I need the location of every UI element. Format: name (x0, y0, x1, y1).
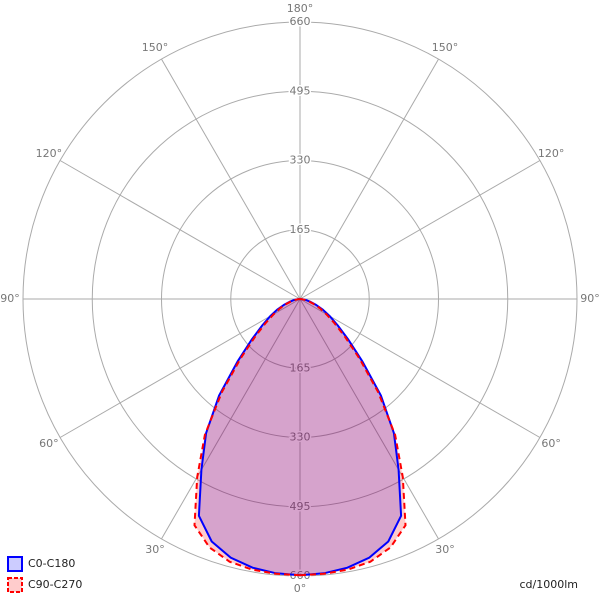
intensity-fill (198, 299, 300, 576)
unit-label: cd/1000lm (519, 578, 578, 591)
curves (193, 298, 407, 577)
angle-label: 90° (580, 292, 600, 305)
angle-label: 180° (287, 2, 314, 15)
legend-swatch (7, 556, 23, 572)
intensity-curve (299, 298, 407, 577)
legend-swatch (7, 577, 23, 593)
ring-label: 330 (290, 154, 311, 167)
angle-label: 120° (36, 147, 63, 160)
ring-label: 660 (290, 15, 311, 28)
ring-label: 165 (290, 361, 311, 374)
ring-label: 660 (290, 569, 311, 582)
angle-label: 150° (142, 41, 169, 54)
intensity-fill (300, 299, 406, 576)
ring-label: 495 (290, 500, 311, 513)
legend-label: C0-C180 (28, 557, 75, 570)
intensity-curve (193, 298, 301, 577)
angle-label: 30° (435, 543, 455, 556)
intensity-fill (194, 299, 300, 576)
angle-label: 150° (432, 41, 459, 54)
ring (161, 160, 439, 438)
ring (91, 90, 509, 508)
angle-label: 30° (145, 543, 165, 556)
ring (22, 21, 578, 577)
legend-label: C90-C270 (28, 578, 82, 591)
ring-label: 330 (290, 431, 311, 444)
ring (230, 229, 370, 369)
angle-label: 0° (294, 582, 307, 595)
angle-label: 60° (541, 437, 561, 450)
angle-label: 120° (538, 147, 565, 160)
legend: C0-C180 C90-C270 (7, 556, 82, 593)
intensity-fill (300, 299, 402, 576)
ring-label: 495 (290, 84, 311, 97)
ring-label: 165 (290, 223, 311, 236)
angle-label: 90° (0, 292, 20, 305)
angle-label: 60° (39, 437, 59, 450)
